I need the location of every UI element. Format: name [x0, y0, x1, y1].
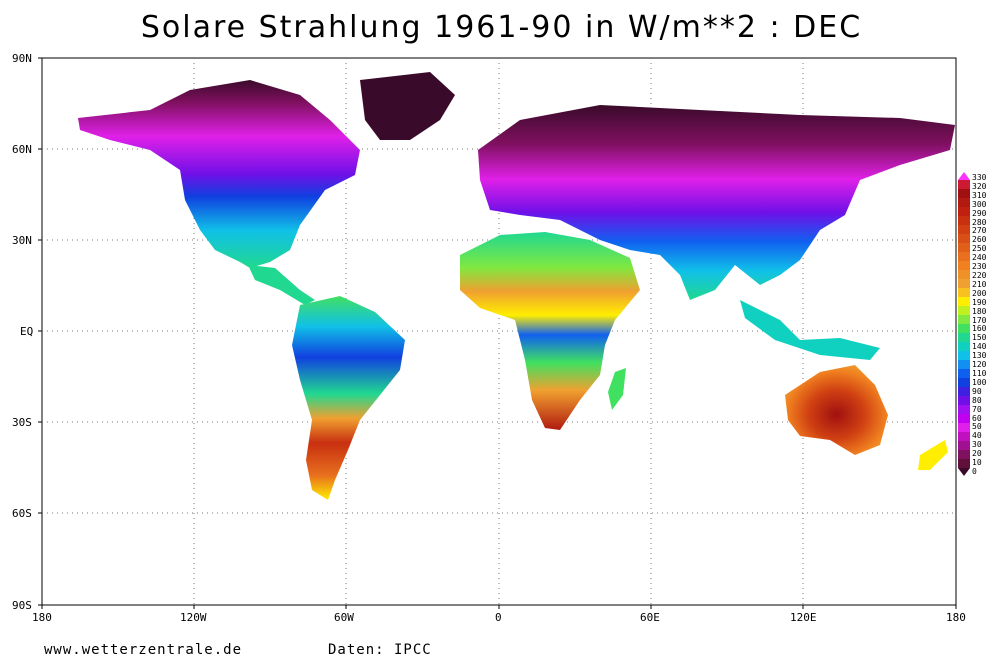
- australia: [785, 365, 888, 455]
- legend-bottom-arrow: [958, 468, 970, 476]
- legend-label: 140: [972, 342, 987, 352]
- legend-label: 0: [972, 467, 977, 476]
- legend-swatch: [958, 396, 970, 405]
- legend-label: 60: [972, 413, 982, 423]
- lon-label: 180: [32, 611, 52, 624]
- data-credit: Daten: IPCC: [328, 642, 432, 658]
- legend-label: 120: [972, 360, 987, 370]
- lat-label: 90S: [12, 599, 32, 612]
- legend-swatch: [958, 459, 970, 468]
- legend-swatch: [958, 342, 970, 351]
- legend-label: 310: [972, 190, 987, 200]
- lat-label: EQ: [20, 325, 34, 338]
- legend-label: 20: [972, 449, 982, 459]
- legend-label: 270: [972, 226, 987, 236]
- legend-label: 190: [972, 297, 987, 307]
- legend-label: 150: [972, 333, 987, 343]
- legend-label: 10: [972, 458, 982, 468]
- legend-label: 330: [972, 173, 987, 182]
- legend-swatch: [958, 360, 970, 369]
- legend-swatch: [958, 369, 970, 378]
- legend-label: 240: [972, 253, 987, 263]
- legend-swatch: [958, 297, 970, 306]
- legend-swatch: [958, 243, 970, 252]
- legend-swatch: [958, 198, 970, 207]
- greenland: [360, 72, 455, 140]
- legend-label: 230: [972, 262, 987, 272]
- legend-swatch: [958, 207, 970, 216]
- legend-swatch: [958, 450, 970, 459]
- legend-swatch: [958, 279, 970, 288]
- central-america: [248, 265, 315, 305]
- legend-label: 220: [972, 271, 987, 280]
- site-credit: www.wetterzentrale.de: [44, 642, 243, 658]
- legend-label: 260: [972, 235, 987, 245]
- madagascar: [608, 368, 626, 410]
- legend-swatch: [958, 333, 970, 342]
- legend-swatch: [958, 324, 970, 333]
- legend-label: 300: [972, 199, 987, 209]
- legend-swatch: [958, 405, 970, 414]
- legend-swatch: [958, 378, 970, 387]
- legend-swatch: [958, 252, 970, 261]
- legend-label: 160: [972, 324, 987, 334]
- legend-swatch: [958, 315, 970, 324]
- legend-label: 200: [972, 288, 987, 298]
- legend-label: 70: [972, 404, 982, 414]
- legend-swatch: [958, 387, 970, 396]
- lon-label: 60E: [640, 611, 660, 624]
- legend-swatch: [958, 288, 970, 297]
- legend-label: 170: [972, 315, 987, 325]
- legend-swatch: [958, 423, 970, 432]
- legend-swatch: [958, 225, 970, 234]
- lon-label: 60W: [334, 611, 354, 624]
- legend-swatch: [958, 306, 970, 315]
- lat-label: 60S: [12, 507, 32, 520]
- legend-swatch: [958, 261, 970, 270]
- map-title: Solare Strahlung 1961-90 in W/m**2 : DEC: [140, 10, 863, 45]
- legend-swatch: [958, 414, 970, 423]
- lon-label: 180: [946, 611, 966, 624]
- legend-swatch: [958, 351, 970, 360]
- new-zealand: [918, 440, 948, 470]
- legend-label: 90: [972, 386, 982, 396]
- legend-swatch: [958, 216, 970, 225]
- south-america: [292, 296, 405, 500]
- africa: [460, 232, 640, 430]
- legend-label: 100: [972, 377, 987, 387]
- se-asia-islands: [740, 300, 880, 360]
- legend-label: 180: [972, 306, 987, 316]
- legend-top-arrow: [958, 172, 970, 180]
- north-america: [78, 80, 360, 268]
- legend-swatch: [958, 441, 970, 450]
- lat-label: 30N: [12, 234, 32, 247]
- legend-swatch: [958, 270, 970, 279]
- legend-label: 30: [972, 440, 982, 450]
- legend-swatch: [958, 234, 970, 243]
- legend-label: 110: [972, 369, 987, 378]
- legend-swatch: [958, 189, 970, 198]
- lat-label: 30S: [12, 416, 32, 429]
- lon-label: 120W: [180, 611, 207, 624]
- legend-label: 50: [972, 422, 982, 432]
- legend-label: 250: [972, 244, 987, 254]
- legend-label: 320: [972, 181, 987, 191]
- legend-swatch: [958, 432, 970, 441]
- legend-label: 130: [972, 351, 987, 361]
- legend-label: 80: [972, 395, 982, 405]
- lat-label: 90N: [12, 52, 32, 65]
- lat-label: 60N: [12, 143, 32, 156]
- eurasia: [478, 105, 955, 300]
- lon-label: 120E: [790, 611, 817, 624]
- legend-label: 290: [972, 208, 987, 218]
- legend-label: 280: [972, 217, 987, 227]
- legend-label: 40: [972, 431, 982, 441]
- legend-label: 210: [972, 279, 987, 289]
- color-legend: [958, 172, 970, 476]
- lon-label: 0: [495, 611, 502, 624]
- legend-swatch: [958, 180, 970, 189]
